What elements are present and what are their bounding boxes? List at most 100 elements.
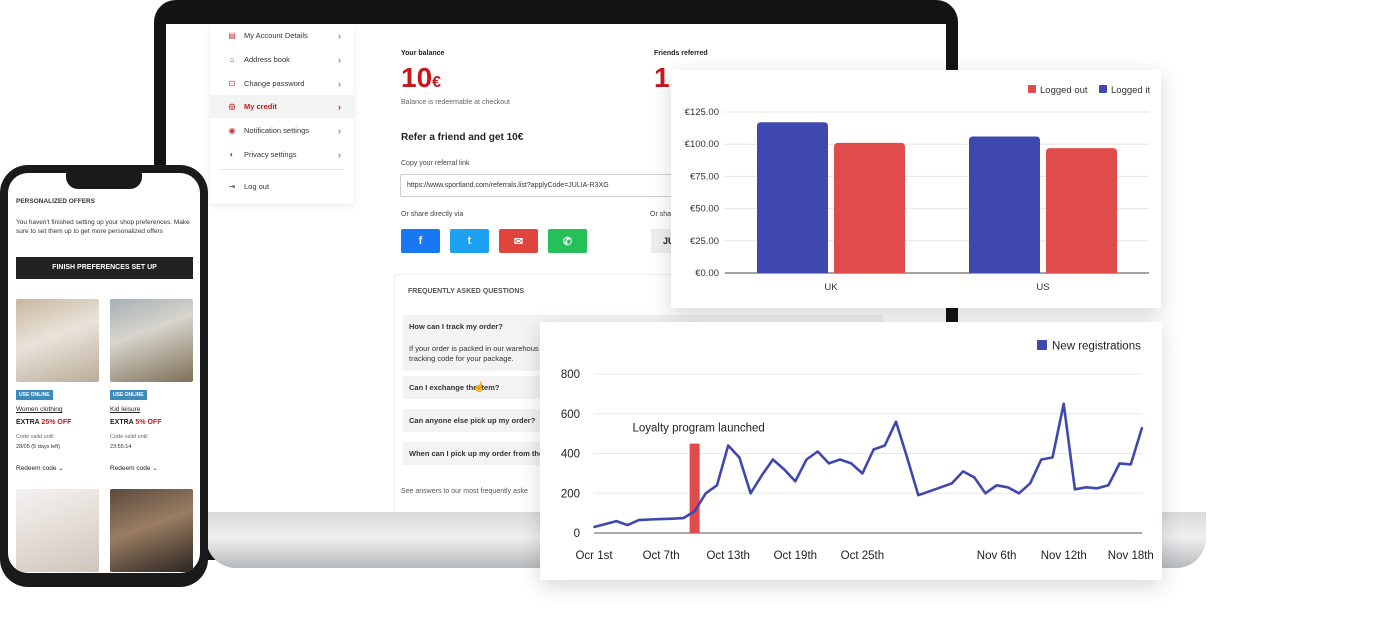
balance-note: Balance is redeemable at checkout — [401, 99, 510, 106]
data-point — [615, 520, 618, 522]
sidebar-item-notification-settings[interactable]: ◉ Notification settings › — [210, 119, 354, 142]
twitter-share-button[interactable]: t — [450, 229, 489, 253]
sidebar-item-log-out[interactable]: ⇥ Log out — [210, 175, 354, 198]
data-point — [727, 444, 730, 447]
data-point — [861, 472, 864, 475]
x-tick-label: US — [1036, 282, 1049, 293]
address-book-icon: ⌂ — [229, 55, 235, 64]
offer-extra: EXTRA — [16, 419, 40, 426]
sidebar-item-privacy-settings[interactable]: ◐ Privacy settings › — [210, 143, 354, 166]
offers-message: You haven't finished setting up your sho… — [16, 219, 190, 235]
data-point — [917, 494, 920, 497]
redeem-code-button[interactable]: Redeem code ⌄ — [110, 464, 158, 472]
y-tick-label: €50.00 — [690, 204, 719, 215]
friends-value: 1 — [654, 62, 670, 93]
annotation-label: Loyalty program launched — [632, 423, 764, 435]
legend-swatch — [1028, 85, 1036, 93]
whatsapp-share-button[interactable]: ✆ — [548, 229, 587, 253]
eye-icon: ◐ — [229, 150, 235, 159]
data-point — [704, 492, 707, 495]
data-point — [1062, 402, 1065, 405]
series-line-new-registrations — [593, 402, 1144, 529]
data-point — [816, 450, 819, 453]
sidebar-item-address-book[interactable]: ⌂ Address book › — [210, 48, 354, 71]
redeem-code-button[interactable]: Redeem code ⌄ — [16, 464, 64, 472]
y-tick-label: €125.00 — [685, 107, 719, 118]
data-point — [872, 448, 875, 451]
kid-leisure-image — [110, 299, 193, 382]
data-point — [1085, 486, 1087, 489]
data-point — [593, 526, 595, 528]
data-point — [895, 420, 897, 423]
data-point — [1029, 482, 1032, 485]
cursor-icon: ☝ — [473, 382, 486, 393]
whatsapp-icon: ✆ — [562, 235, 573, 248]
faq-question: Can I exchange the item? — [409, 383, 500, 392]
data-point — [749, 492, 752, 495]
copy-link-label: Copy your referral link — [401, 160, 470, 167]
credit-icon: ◎ — [228, 102, 236, 111]
y-tick-label: 0 — [574, 528, 580, 540]
x-tick-label: Oct 13th — [706, 550, 749, 562]
y-tick-label: €75.00 — [690, 171, 719, 182]
line-chart: 0 200 400 600 800 Ocr 1st Oct 7th Oct 13th Oct 1… — [561, 340, 1154, 562]
offer-category-link[interactable]: Kid leisure — [110, 406, 141, 413]
data-point — [1118, 462, 1121, 465]
chevron-right-icon: › — [338, 149, 341, 160]
bar-logged-out — [834, 142, 905, 273]
phone-screen: PERSONALIZED OFFERS You haven't finished… — [8, 173, 200, 573]
friends-label: Friends referred — [654, 50, 708, 57]
data-point — [1141, 426, 1143, 429]
sidebar-item-account-details[interactable]: ▤ My Account Details › — [210, 24, 354, 47]
data-point — [738, 456, 741, 459]
data-point — [939, 486, 942, 489]
data-point — [995, 484, 998, 487]
faq-question: When can I pick up my order from the — [409, 449, 544, 458]
data-point — [693, 510, 696, 513]
data-point — [772, 458, 774, 461]
twitter-icon: t — [467, 235, 472, 247]
data-point — [604, 523, 607, 525]
x-tick-label: Oct 19th — [774, 550, 817, 562]
data-point — [839, 458, 841, 461]
data-point — [1040, 458, 1043, 461]
y-tick-label: €100.00 — [685, 139, 719, 150]
data-point — [1129, 463, 1132, 466]
facebook-share-button[interactable]: f — [401, 229, 440, 253]
y-tick-label: 200 — [561, 488, 580, 500]
data-point — [1006, 486, 1009, 489]
offer-discount-value: 25% OFF — [41, 419, 72, 426]
referral-link-field[interactable]: https://www.sportland.com/referrals.list… — [400, 174, 680, 197]
faq-question: Can anyone else pick up my order? — [409, 416, 536, 425]
offer-category-link[interactable]: Women clothing — [16, 406, 63, 413]
bar-chart-card: €0.00 €25.00 €50.00 €75.00 €100.00 €125.00 UK U… — [671, 70, 1161, 308]
balance-amount: 10 — [401, 62, 433, 93]
finish-preferences-button[interactable]: FINISH PREFERENCES SET UP — [16, 257, 193, 279]
bar-logged-it — [969, 136, 1040, 273]
lock-icon: ⊡ — [228, 79, 236, 88]
sidebar-item-change-password[interactable]: ⊡ Change password › — [210, 72, 354, 95]
chevron-right-icon: › — [338, 125, 341, 136]
data-point — [1018, 492, 1020, 495]
x-tick-label: Nov 12th — [1041, 550, 1087, 562]
balance-label: Your balance — [401, 50, 445, 57]
sidebar-item-my-credit[interactable]: ◎ My credit › — [210, 95, 354, 118]
offer-valid-label: Code valid until — [16, 434, 54, 440]
email-share-button[interactable]: ✉ — [499, 229, 538, 253]
data-point — [1051, 456, 1054, 459]
hoodie-product-image — [16, 489, 99, 572]
x-tick-label: Oct 7th — [643, 550, 680, 562]
offer-discount: EXTRA 5% OFF — [110, 419, 161, 426]
share-label: Or share directly via — [401, 211, 464, 218]
legend-label: New registrations — [1052, 341, 1141, 353]
data-point — [883, 444, 886, 447]
offer-discount: EXTRA 25% OFF — [16, 419, 71, 426]
legend-swatch — [1037, 340, 1047, 350]
y-tick-label: 400 — [561, 449, 580, 461]
offer-discount-value: 5% OFF — [135, 419, 162, 426]
redeem-label: Redeem code — [16, 465, 57, 472]
sidebar-divider — [220, 169, 344, 170]
data-point — [682, 517, 685, 519]
x-tick-label: Oct 25th — [841, 550, 884, 562]
legend-swatch — [1099, 85, 1107, 93]
